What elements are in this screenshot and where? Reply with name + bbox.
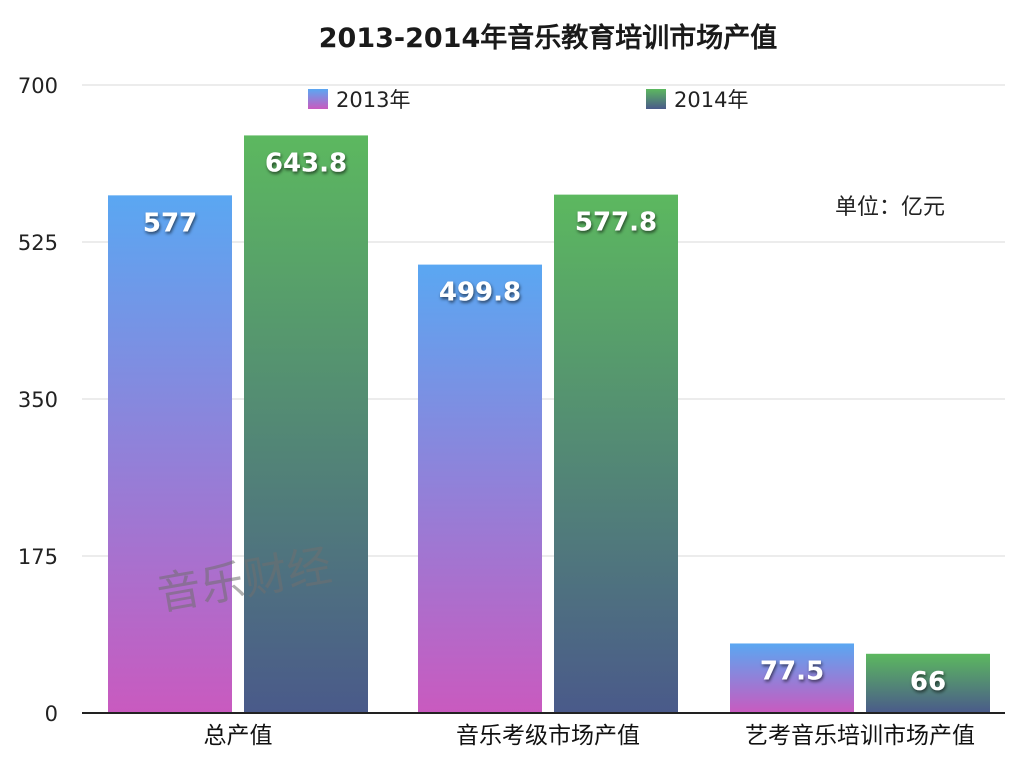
chart-title: 2013-2014年音乐教育培训市场产值 (319, 22, 778, 54)
y-tick-label: 700 (18, 74, 58, 98)
legend-swatch-2014 (646, 89, 666, 109)
bar-2013-0 (108, 195, 232, 713)
y-axis-ticks: 700 525 350 175 0 (18, 74, 58, 726)
unit-label: 单位：亿元 (835, 195, 945, 220)
bar-2014-2 (866, 653, 990, 713)
gridlines (82, 84, 1005, 557)
y-tick-label: 525 (18, 231, 58, 255)
x-category-label: 音乐考级市场产值 (456, 723, 640, 749)
bar-2014-1 (554, 194, 678, 713)
bar-2013-1 (418, 264, 542, 713)
y-tick-label: 350 (18, 388, 58, 412)
bars (108, 135, 990, 713)
bar-2013-2 (730, 643, 854, 713)
data-label: 77.5 (760, 656, 824, 686)
legend-label-2013: 2013年 (336, 88, 410, 112)
data-labels: 577 643.8 499.8 577.8 77.5 66 (143, 148, 946, 696)
legend-label-2014: 2014年 (674, 88, 748, 112)
y-tick-label: 0 (45, 702, 58, 726)
bar-2014-0 (244, 135, 368, 713)
data-label: 499.8 (439, 278, 521, 308)
data-label: 66 (910, 667, 946, 697)
y-tick-label: 175 (18, 545, 58, 569)
data-label: 643.8 (265, 148, 347, 178)
legend: 2013年 2014年 (308, 88, 748, 112)
data-label: 577 (143, 208, 197, 238)
x-category-label: 总产值 (204, 723, 273, 749)
data-label: 577.8 (575, 208, 657, 238)
x-axis-categories: 总产值 音乐考级市场产值 艺考音乐培训市场产值 (204, 723, 976, 749)
legend-swatch-2013 (308, 89, 328, 109)
x-category-label: 艺考音乐培训市场产值 (745, 723, 975, 749)
